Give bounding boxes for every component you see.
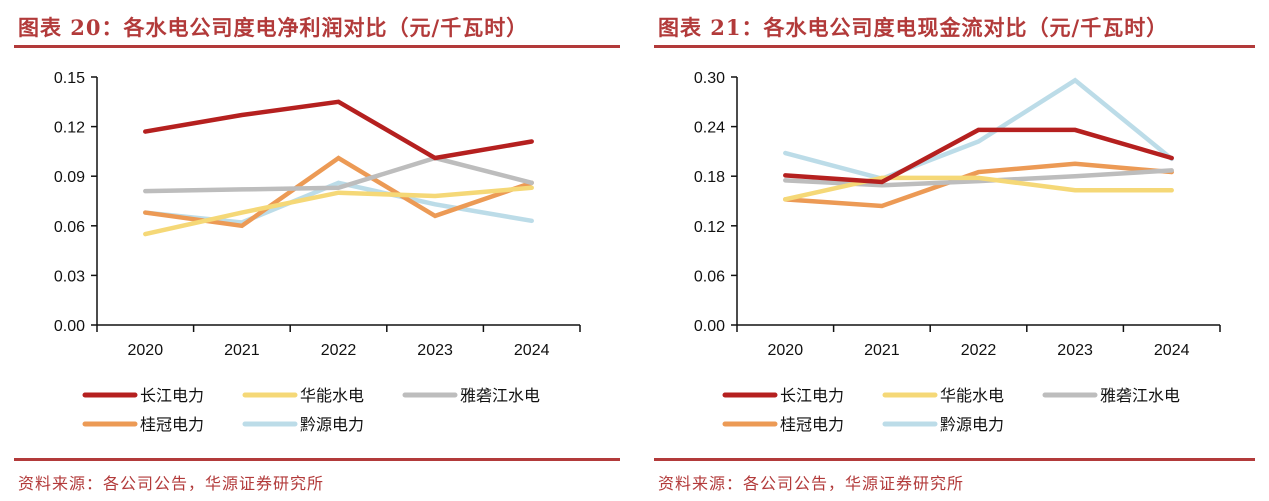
legend-label: 桂冠电力 bbox=[780, 415, 844, 434]
x-tick-label: 2024 bbox=[1154, 342, 1190, 359]
series-line-2 bbox=[143, 155, 534, 194]
footer-divider bbox=[654, 458, 1255, 461]
legend-label: 华能水电 bbox=[300, 386, 364, 405]
chart-panel-net-profit: 图表 20：各水电公司度电净利润对比（元/千瓦时） 0.00 0.03 0.06 0.… bbox=[0, 0, 634, 501]
legend-label: 华能水电 bbox=[940, 386, 1004, 405]
x-tick-label: 2023 bbox=[1057, 342, 1093, 359]
y-tick-label: 0.12 bbox=[54, 120, 85, 137]
y-tick-label: 0.06 bbox=[54, 219, 85, 236]
y-tick-label: 0.12 bbox=[694, 219, 725, 236]
footer-divider bbox=[14, 458, 620, 461]
line-chart-net-profit: 0.00 0.03 0.06 0.09 0.12 0.15 2020 2021 2022 2023… bbox=[54, 70, 581, 434]
chart-title: 图表 20：各水电公司度电净利润对比（元/千瓦时） bbox=[18, 15, 529, 40]
y-tick-label: 0.06 bbox=[694, 268, 725, 285]
legend-label: 黔源电力 bbox=[940, 415, 1004, 434]
x-tick-label: 2021 bbox=[864, 342, 900, 359]
chart-panel-cash-flow: 图表 21：各水电公司度电现金流对比（元/千瓦时） 0.00 0.06 0.12 0.… bbox=[640, 0, 1269, 501]
chart-title: 图表 21：各水电公司度电现金流对比（元/千瓦时） bbox=[658, 15, 1169, 40]
legend-label: 黔源电力 bbox=[300, 415, 364, 434]
y-tick-label: 0.30 bbox=[694, 70, 725, 87]
x-tick-label: 2021 bbox=[224, 342, 260, 359]
series-line-0 bbox=[143, 99, 534, 161]
y-tick-label: 0.00 bbox=[694, 318, 725, 335]
x-tick-label: 2023 bbox=[417, 342, 453, 359]
y-tick-label: 0.03 bbox=[54, 268, 85, 285]
y-tick-label: 0.18 bbox=[694, 169, 725, 186]
x-tick-label: 2024 bbox=[514, 342, 550, 359]
title-divider bbox=[14, 45, 620, 48]
legend-label: 桂冠电力 bbox=[140, 415, 204, 434]
y-tick-label: 0.15 bbox=[54, 70, 85, 87]
legend-label: 雅砻江水电 bbox=[460, 386, 540, 405]
title-divider bbox=[654, 45, 1255, 48]
source-note: 资料来源：各公司公告，华源证券研究所 bbox=[18, 474, 325, 493]
x-tick-label: 2022 bbox=[961, 342, 997, 359]
legend-label: 长江电力 bbox=[140, 386, 204, 405]
legend-label: 雅砻江水电 bbox=[1100, 386, 1180, 405]
x-tick-label: 2020 bbox=[128, 342, 164, 359]
x-tick-label: 2020 bbox=[768, 342, 804, 359]
y-tick-label: 0.09 bbox=[54, 169, 85, 186]
legend-label: 长江电力 bbox=[780, 386, 844, 405]
line-chart-cash-flow: 0.00 0.06 0.12 0.18 0.24 0.30 2020 2021 2022 2023… bbox=[694, 70, 1221, 434]
y-tick-label: 0.00 bbox=[54, 318, 85, 335]
y-tick-label: 0.24 bbox=[694, 120, 725, 137]
x-tick-label: 2022 bbox=[321, 342, 357, 359]
source-note: 资料来源：各公司公告，华源证券研究所 bbox=[658, 474, 965, 493]
